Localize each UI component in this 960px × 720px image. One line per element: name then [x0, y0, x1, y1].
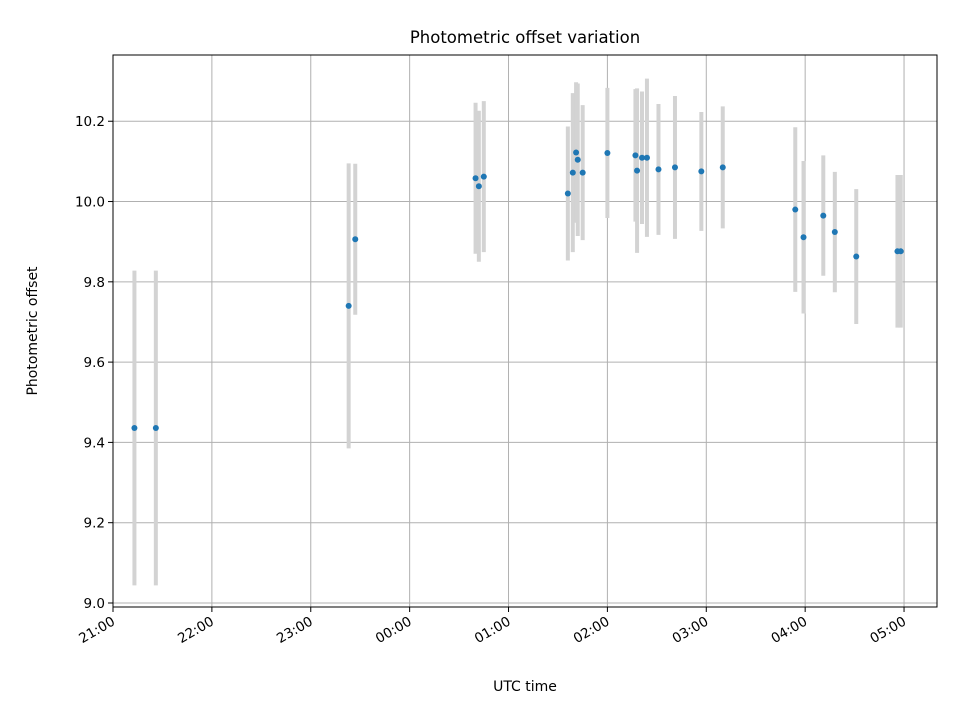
- y-tick-label: 9.8: [84, 275, 105, 291]
- x-axis-label: UTC time: [493, 679, 557, 695]
- data-point: [792, 206, 799, 213]
- data-point: [632, 152, 639, 159]
- data-point: [800, 234, 807, 241]
- data-point: [639, 154, 646, 161]
- data-point: [698, 168, 705, 175]
- data-point: [853, 253, 860, 260]
- data-point: [604, 149, 611, 156]
- y-tick-label: 10.0: [75, 195, 105, 211]
- data-point: [564, 190, 571, 197]
- y-tick-label: 9.4: [84, 435, 105, 451]
- data-point: [579, 169, 586, 176]
- data-point: [574, 156, 581, 163]
- data-point: [573, 149, 580, 156]
- plot-frame: [112, 54, 938, 608]
- data-point: [131, 424, 138, 431]
- data-point: [643, 154, 650, 161]
- y-axis-label: Photometric offset: [25, 266, 41, 396]
- data-points: [131, 149, 904, 431]
- data-point: [831, 229, 838, 236]
- y-tick-label: 10.2: [75, 114, 105, 130]
- data-point: [472, 175, 479, 182]
- data-point: [480, 173, 487, 180]
- data-point: [655, 166, 662, 173]
- data-point: [820, 212, 827, 219]
- chart-title: Photometric offset variation: [410, 28, 640, 47]
- data-point: [152, 424, 159, 431]
- data-point: [671, 164, 678, 171]
- data-point: [345, 302, 352, 309]
- data-point: [569, 169, 576, 176]
- y-axis-ticks: 9.0 9.2 9.4 9.6 9.8 10.0 10.2: [75, 114, 113, 612]
- data-point: [634, 167, 641, 174]
- y-tick-label: 9.6: [84, 355, 105, 371]
- data-point: [475, 183, 482, 190]
- data-point: [352, 236, 359, 243]
- data-point: [897, 248, 904, 255]
- y-tick-label: 9.2: [84, 516, 105, 532]
- data-point: [719, 164, 726, 171]
- y-tick-label: 9.0: [84, 596, 105, 612]
